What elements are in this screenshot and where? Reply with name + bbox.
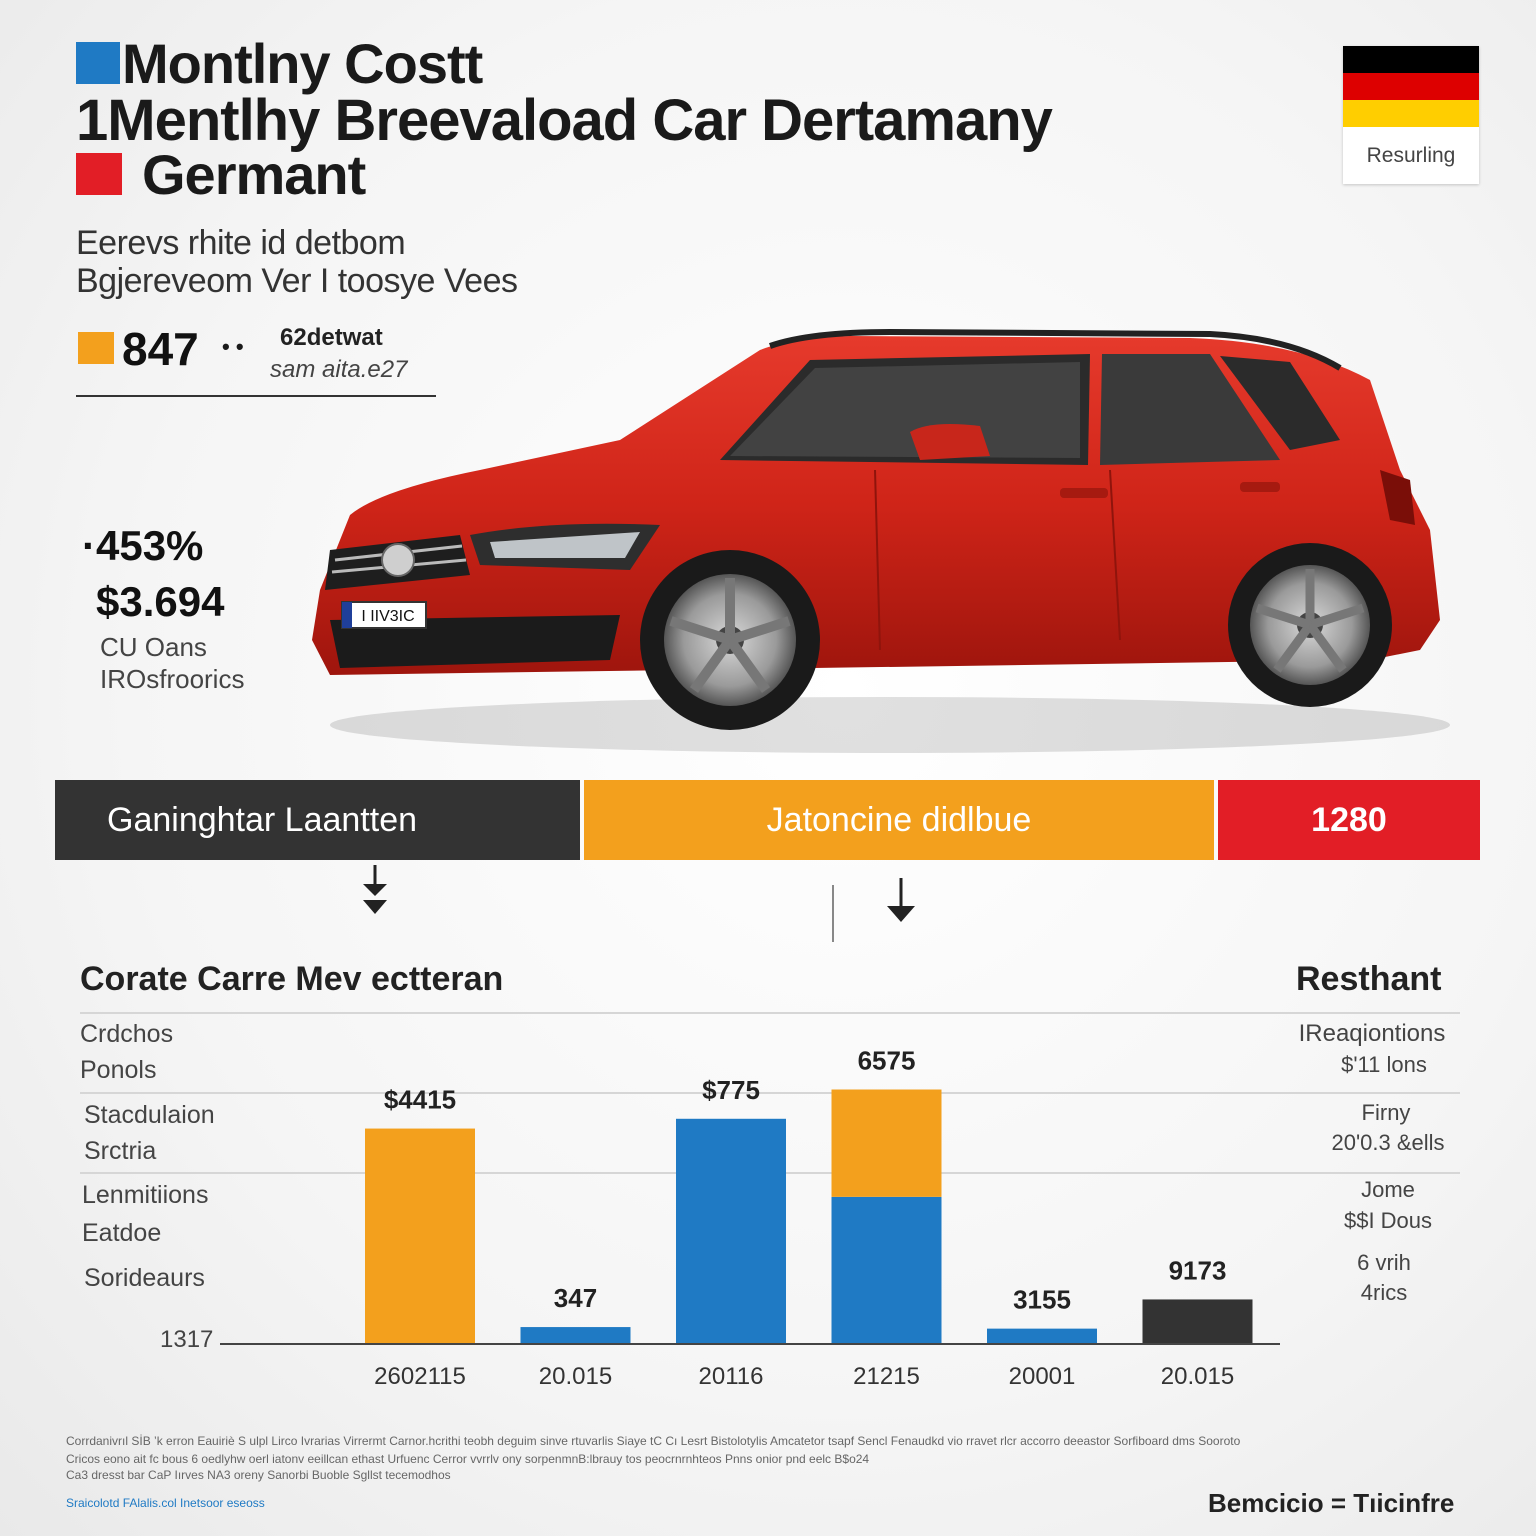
- right-label-5: Jome: [1361, 1177, 1415, 1202]
- license-plate-text: I IIV3IC: [361, 608, 414, 625]
- footer-source: Sraicolotd FAlalis.col Inetsoor eseoss: [66, 1496, 265, 1510]
- subtitle-1: Eerevs rhite id detbom: [76, 224, 406, 262]
- bar-4-series-2: [831, 1196, 942, 1344]
- right-label-2: $'11 lons: [1341, 1052, 1427, 1077]
- highlight-divider: [76, 395, 436, 397]
- right-label-4: 20'0.3 &ells: [1331, 1130, 1445, 1155]
- highlight-label-2: sam aita.e27: [270, 356, 408, 383]
- bar-value-label-6: 9173: [1169, 1255, 1227, 1285]
- footer-brand: Bemcicio = Tıicinfre: [1208, 1488, 1455, 1518]
- row-divider-1: [80, 1012, 1460, 1014]
- down-arrow-icon: [887, 878, 915, 922]
- blue-square-icon: [76, 42, 120, 84]
- bar-2-series-2: [520, 1327, 631, 1344]
- stat-note-1: CU Oans: [100, 632, 207, 662]
- category-label-6: 20.015: [1161, 1363, 1234, 1390]
- red-estate-car-illustration: I IIV3IC: [312, 328, 1450, 753]
- row-label-6: Eatdoe: [82, 1219, 162, 1247]
- row-label-2: Ponols: [80, 1056, 157, 1084]
- bar-6-series-3: [1142, 1299, 1253, 1344]
- bar-5-series-2: [987, 1328, 1097, 1344]
- down-arrow-icons: [363, 865, 915, 942]
- category-label-5: 20001: [1009, 1363, 1076, 1390]
- row-label-3: Stacdulaion: [84, 1101, 215, 1129]
- chart-right-title: Resthant: [1296, 960, 1442, 998]
- category-label-4: 21215: [853, 1363, 920, 1390]
- row-label-5: Lenmitiions: [82, 1181, 209, 1209]
- row-label-7: Sorideaurs: [84, 1264, 205, 1292]
- bar-value-label-2: 347: [554, 1283, 597, 1313]
- title-line-2: 1Mentlhy Breevaload Car Dertamany: [76, 88, 1053, 153]
- bar-value-label-4: 6575: [858, 1046, 916, 1076]
- highlight-label-1: 62detwat: [280, 324, 383, 351]
- right-label-6: $$I Dous: [1343, 1208, 1433, 1233]
- right-label-1: IReaqiontions: [1298, 1020, 1446, 1047]
- stat-note-2: IROsfroorics: [100, 664, 245, 694]
- bar-4-series-1: [831, 1089, 942, 1197]
- right-label-8: 4rics: [1360, 1280, 1408, 1305]
- footer-fine-print-3: Ca3 dresst bar CaP Iırves NA3 oreny Sano…: [66, 1468, 451, 1482]
- title-line-3: Germant: [142, 143, 366, 206]
- row-label-1: Crdchos: [80, 1020, 174, 1048]
- germany-flag: Resurling: [1343, 46, 1479, 184]
- band-right-value: 1280: [1311, 800, 1387, 839]
- band-left: Ganinghtar Laantten: [55, 780, 580, 860]
- footer-fine-print-1: Corrdanivrıl SİB ’k erron Eauiriè S ulpl…: [66, 1434, 1241, 1448]
- axis-corner-label: 1317: [160, 1326, 214, 1353]
- highlight-value: 847: [122, 323, 199, 375]
- orange-square-icon: [78, 332, 114, 364]
- stat-amount: $3.694: [96, 578, 225, 625]
- footer-fine-print-2: Cricos eono ait fc bous 6 oedlyhw oerl i…: [66, 1452, 870, 1466]
- right-label-7: 6 vrih: [1357, 1250, 1411, 1275]
- bar-chart: $4415 2602115 347 20.015 $775 20116 6575 21215 3…: [220, 1046, 1280, 1390]
- chart-section-title: Corate Carre Mev ectteran: [80, 960, 504, 998]
- red-square-icon: [76, 153, 122, 195]
- right-label-3: Firny: [1361, 1100, 1411, 1125]
- bar-1-series-1: [365, 1128, 475, 1344]
- bar-value-label-5: 3155: [1013, 1285, 1071, 1315]
- category-label-2: 20.015: [539, 1363, 612, 1390]
- category-label-1: 2602115: [374, 1363, 466, 1390]
- band-middle-label: Jatoncine didlbue: [766, 800, 1032, 839]
- highlight-dots: • •: [222, 334, 244, 359]
- bar-value-label-1: $4415: [384, 1085, 456, 1115]
- row-label-4: Srctria: [84, 1137, 157, 1165]
- bar-3-series-2: [676, 1118, 786, 1344]
- row-divider-2: [80, 1092, 1460, 1094]
- band-left-label: Ganinghtar Laantten: [107, 800, 418, 839]
- double-down-arrow-icon: [363, 865, 387, 914]
- title-line-1: Montlny Costt: [122, 32, 483, 95]
- subtitle-2: Bgjereveom Ver I toosye Vees: [76, 262, 518, 300]
- stat-percent: ·453%: [82, 522, 204, 569]
- band-middle: Jatoncine didlbue: [584, 780, 1214, 860]
- bar-value-label-3: $775: [702, 1075, 760, 1105]
- band-right: 1280: [1218, 780, 1480, 860]
- flag-caption: Resurling: [1366, 144, 1456, 167]
- category-label-3: 20116: [699, 1363, 764, 1390]
